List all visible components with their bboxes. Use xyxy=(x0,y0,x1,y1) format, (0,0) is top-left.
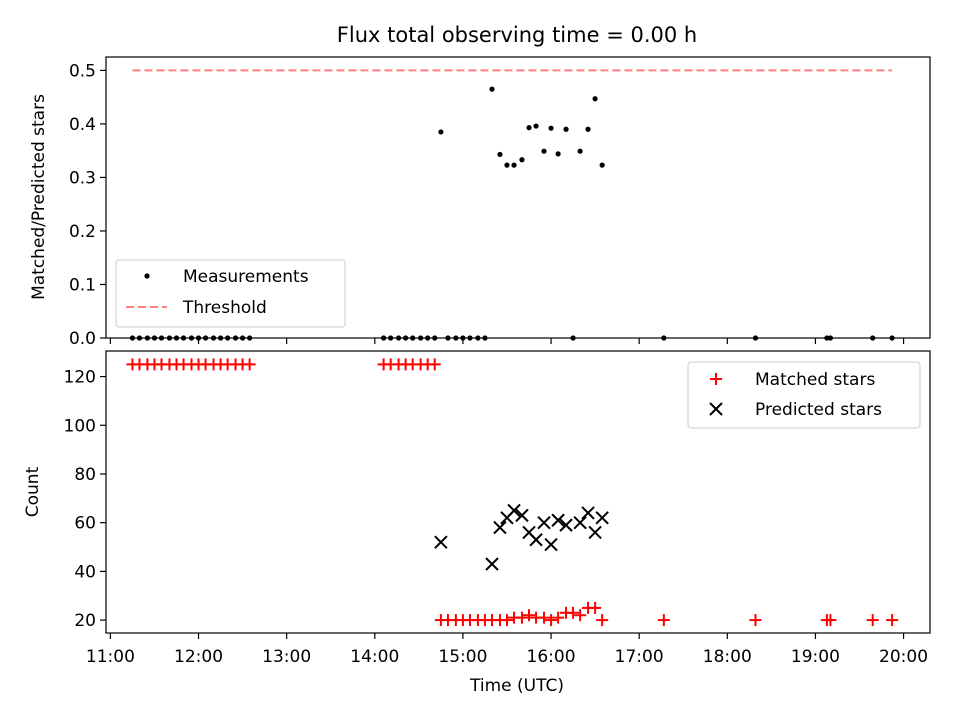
top-y-tick-label: 0.2 xyxy=(69,222,96,242)
predicted-point xyxy=(559,518,573,532)
bottom-y-tick-label: 20 xyxy=(74,611,96,631)
matched-point xyxy=(523,609,536,622)
predicted-point xyxy=(544,537,558,552)
x-tick-label: 11:00 xyxy=(86,647,135,667)
matched-point xyxy=(500,614,513,627)
measurement-point xyxy=(555,151,561,157)
matched-point xyxy=(866,614,879,627)
x-tick-label: 19:00 xyxy=(791,647,840,667)
bottom-y-tick-label: 40 xyxy=(74,562,96,582)
top-legend-box xyxy=(115,259,346,328)
measurement-point xyxy=(541,148,547,154)
bottom-y-ticks: 20 40 60 80 100 120 xyxy=(64,368,106,631)
measurement-point xyxy=(504,162,510,168)
legend-predicted-marker xyxy=(709,402,723,416)
bottom-legend-box xyxy=(687,361,921,429)
measurement-point xyxy=(438,129,444,135)
matched-point xyxy=(545,614,558,627)
matched-point xyxy=(515,611,528,624)
matched-point xyxy=(657,614,670,627)
bottom-plot-area xyxy=(126,358,899,627)
matched-point xyxy=(574,609,587,622)
top-y-tick-label: 0.3 xyxy=(69,168,96,188)
bottom-axes-frame xyxy=(105,350,931,634)
legend-predicted-label: Predicted stars xyxy=(755,400,882,420)
measurement-point xyxy=(599,162,605,168)
top-y-tick-label: 0.0 xyxy=(69,329,96,349)
bottom-y-tick-label: 100 xyxy=(64,416,96,436)
matched-point xyxy=(428,358,441,371)
predicted-point xyxy=(588,525,602,540)
legend-matched-label: Matched stars xyxy=(755,370,875,390)
bottom-x-ticks: 11:00 12:00 13:00 14:00 15:00 16:00 17:00 18:00… xyxy=(86,633,928,667)
measurement-point xyxy=(497,151,503,158)
measurement-point xyxy=(489,86,495,92)
x-tick-label: 13:00 xyxy=(262,647,311,667)
top-x-ticks xyxy=(109,338,905,344)
matched-point xyxy=(596,614,609,627)
bottom-y-tick-label: 60 xyxy=(74,514,96,534)
measurement-point xyxy=(519,157,525,163)
measurement-point xyxy=(563,126,569,132)
x-tick-label: 17:00 xyxy=(615,647,664,667)
x-axis-label: Time (UTC) xyxy=(469,676,564,696)
top-y-tick-label: 0.5 xyxy=(69,61,96,81)
legend-measurements-marker xyxy=(144,273,150,279)
predicted-point xyxy=(581,506,595,520)
matched-point xyxy=(537,611,550,624)
measurement-point xyxy=(577,148,583,154)
predicted-point xyxy=(515,508,529,523)
chart-title: Flux total observing time = 0.00 h xyxy=(337,23,697,47)
top-y-tick-label: 0.1 xyxy=(69,275,96,295)
measurement-point xyxy=(592,96,598,102)
predicted-point xyxy=(595,511,609,525)
measurement-point xyxy=(533,123,539,129)
predicted-point xyxy=(573,515,587,530)
predicted-point xyxy=(507,503,521,518)
x-tick-label: 16:00 xyxy=(527,647,576,667)
legend-matched-marker xyxy=(710,373,722,385)
top-y-ticks: 0.0 0.1 0.2 0.3 0.4 0.5 xyxy=(69,61,106,349)
top-y-tick-label: 0.4 xyxy=(69,115,96,135)
legend-measurements-label: Measurements xyxy=(183,267,309,287)
measurement-point xyxy=(511,162,517,168)
matched-point xyxy=(552,611,565,624)
top-panel: 0.0 0.1 0.2 0.3 0.4 0.5 Matched/Predicted sta… xyxy=(29,56,931,349)
top-axes-frame xyxy=(105,56,931,339)
predicted-point xyxy=(537,515,551,530)
x-tick-label: 15:00 xyxy=(438,647,487,667)
matched-point xyxy=(243,358,256,371)
predicted-point xyxy=(529,533,543,547)
matched-point xyxy=(886,614,899,627)
legend-threshold-label: Threshold xyxy=(182,298,267,318)
measurement-point xyxy=(548,125,554,131)
bottom-y-axis-label: Count xyxy=(23,466,43,517)
x-tick-label: 18:00 xyxy=(703,647,752,667)
measurement-point xyxy=(585,126,591,132)
measurement-point xyxy=(526,125,532,131)
top-y-axis-label: Matched/Predicted stars xyxy=(29,94,49,300)
matched-point xyxy=(749,614,762,627)
bottom-legend: Matched stars Predicted stars xyxy=(687,361,921,429)
x-tick-label: 20:00 xyxy=(879,647,928,667)
bottom-y-tick-label: 120 xyxy=(64,368,96,388)
matched-point xyxy=(567,606,580,619)
bottom-y-tick-label: 80 xyxy=(74,465,96,485)
predicted-point xyxy=(493,520,507,535)
predicted-point xyxy=(485,557,499,571)
predicted-point xyxy=(434,535,448,549)
matched-point xyxy=(589,601,602,614)
bottom-panel: 20 40 60 80 100 120 11:00 12:00 13:00 14:00 15:00… xyxy=(23,350,931,696)
predicted-point xyxy=(551,513,565,527)
matched-point xyxy=(824,614,837,627)
x-tick-label: 12:00 xyxy=(174,647,223,667)
x-tick-label: 14:00 xyxy=(350,647,399,667)
top-legend: Measurements Threshold xyxy=(115,259,346,328)
